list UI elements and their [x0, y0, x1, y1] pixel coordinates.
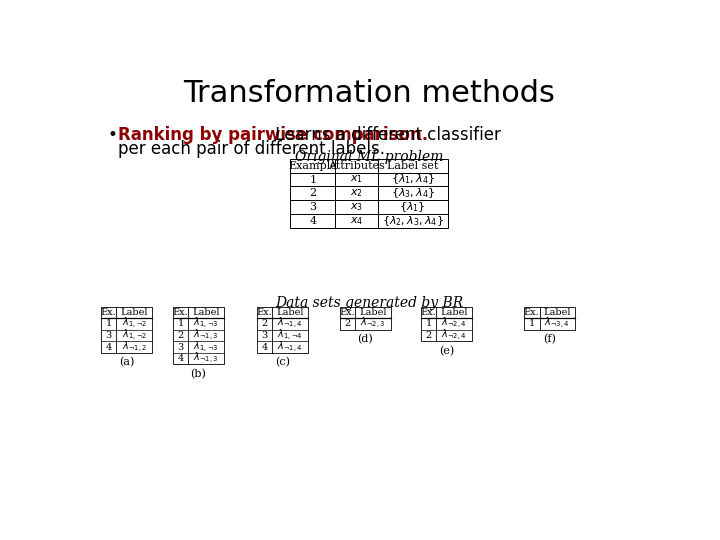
Text: $\lambda_{\neg 2,4}$: $\lambda_{\neg 2,4}$: [441, 328, 467, 343]
Text: $\lambda_{1,\neg 2}$: $\lambda_{1,\neg 2}$: [122, 328, 147, 343]
Text: 1: 1: [310, 174, 316, 185]
Text: $\lambda_{1,\neg 3}$: $\lambda_{1,\neg 3}$: [194, 340, 219, 355]
Text: (d): (d): [357, 334, 373, 345]
Text: Ex.: Ex.: [339, 308, 355, 317]
Text: 3: 3: [178, 342, 184, 352]
Text: 4: 4: [178, 354, 184, 363]
Text: 2: 2: [344, 319, 351, 328]
Text: 1: 1: [178, 319, 184, 328]
Text: Ex.: Ex.: [101, 308, 117, 317]
Text: 2: 2: [261, 319, 268, 328]
Bar: [256, 307, 307, 353]
Text: $\lambda_{1,\neg 4}$: $\lambda_{1,\neg 4}$: [277, 328, 303, 343]
Text: (a): (a): [119, 357, 134, 368]
Text: $\mathit{x}_3$: $\mathit{x}_3$: [350, 201, 363, 213]
Text: Label: Label: [544, 308, 571, 317]
Text: Label: Label: [441, 308, 468, 317]
Text: $\lambda_{\neg 3,4}$: $\lambda_{\neg 3,4}$: [544, 316, 570, 332]
Text: (e): (e): [439, 346, 454, 356]
Text: $\{\lambda_1\}$: $\{\lambda_1\}$: [400, 200, 426, 214]
Text: Attributes: Attributes: [328, 161, 385, 171]
Text: $\mathit{x}_4$: $\mathit{x}_4$: [350, 215, 364, 227]
Text: $\{\lambda_1,\lambda_4\}$: $\{\lambda_1,\lambda_4\}$: [391, 173, 435, 186]
Text: Label: Label: [192, 308, 220, 317]
Text: per each pair of different labels.: per each pair of different labels.: [118, 140, 385, 158]
Text: Learns a different classifier: Learns a different classifier: [271, 126, 501, 144]
Text: Label: Label: [276, 308, 304, 317]
Text: $\lambda_{\neg 2,4}$: $\lambda_{\neg 2,4}$: [441, 316, 467, 332]
Text: $\mathit{x}_2$: $\mathit{x}_2$: [350, 187, 363, 199]
Text: (f): (f): [543, 334, 556, 345]
Text: (b): (b): [191, 369, 207, 379]
Text: 1: 1: [528, 319, 535, 328]
Text: 4: 4: [310, 216, 316, 226]
Text: $\{\lambda_2,\lambda_3,\lambda_4\}$: $\{\lambda_2,\lambda_3,\lambda_4\}$: [382, 214, 444, 228]
Text: $\lambda_{\neg 1,3}$: $\lambda_{\neg 1,3}$: [194, 351, 219, 366]
Text: Original ML problem: Original ML problem: [294, 150, 444, 164]
Text: 4: 4: [261, 342, 268, 352]
Text: Ranking by pairwise comparison.: Ranking by pairwise comparison.: [118, 126, 428, 144]
Text: $\mathit{x}_1$: $\mathit{x}_1$: [350, 174, 363, 185]
Bar: [173, 307, 224, 364]
Text: 4: 4: [105, 342, 112, 352]
Text: $\lambda_{\neg 1,4}$: $\lambda_{\neg 1,4}$: [277, 316, 303, 332]
Text: Transformation methods: Transformation methods: [183, 79, 555, 107]
Text: Label set: Label set: [387, 161, 438, 171]
Text: 3: 3: [261, 331, 268, 340]
Text: 1: 1: [105, 319, 112, 328]
Text: $\lambda_{\neg 1,4}$: $\lambda_{\neg 1,4}$: [277, 340, 303, 355]
Text: Ex.: Ex.: [173, 308, 189, 317]
Bar: [421, 307, 472, 341]
Text: Data sets generated by BR: Data sets generated by BR: [275, 296, 463, 310]
Text: $\lambda_{1,\neg 3}$: $\lambda_{1,\neg 3}$: [194, 316, 219, 332]
Text: Ex.: Ex.: [524, 308, 539, 317]
Text: •: •: [107, 126, 117, 144]
Text: 1: 1: [426, 319, 432, 328]
Bar: [290, 159, 448, 228]
Text: $\lambda_{\neg 2,3}$: $\lambda_{\neg 2,3}$: [360, 316, 386, 332]
Text: Label: Label: [359, 308, 387, 317]
Bar: [101, 307, 152, 353]
Text: (c): (c): [275, 357, 289, 368]
Text: 2: 2: [310, 188, 316, 198]
Text: $\{\lambda_3,\lambda_4\}$: $\{\lambda_3,\lambda_4\}$: [391, 186, 435, 200]
Text: 2: 2: [178, 331, 184, 340]
Bar: [524, 307, 575, 330]
Text: 3: 3: [310, 202, 316, 212]
Text: 2: 2: [426, 331, 432, 340]
Text: Ex.: Ex.: [420, 308, 436, 317]
Bar: [340, 307, 391, 330]
Text: $\lambda_{1,\neg 2}$: $\lambda_{1,\neg 2}$: [122, 316, 147, 332]
Text: 3: 3: [105, 331, 112, 340]
Text: $\lambda_{\neg 1,2}$: $\lambda_{\neg 1,2}$: [122, 340, 147, 355]
Text: Label: Label: [120, 308, 148, 317]
Text: $\lambda_{\neg 1,3}$: $\lambda_{\neg 1,3}$: [194, 328, 219, 343]
Text: Ex.: Ex.: [256, 308, 272, 317]
Text: Example: Example: [289, 161, 337, 171]
